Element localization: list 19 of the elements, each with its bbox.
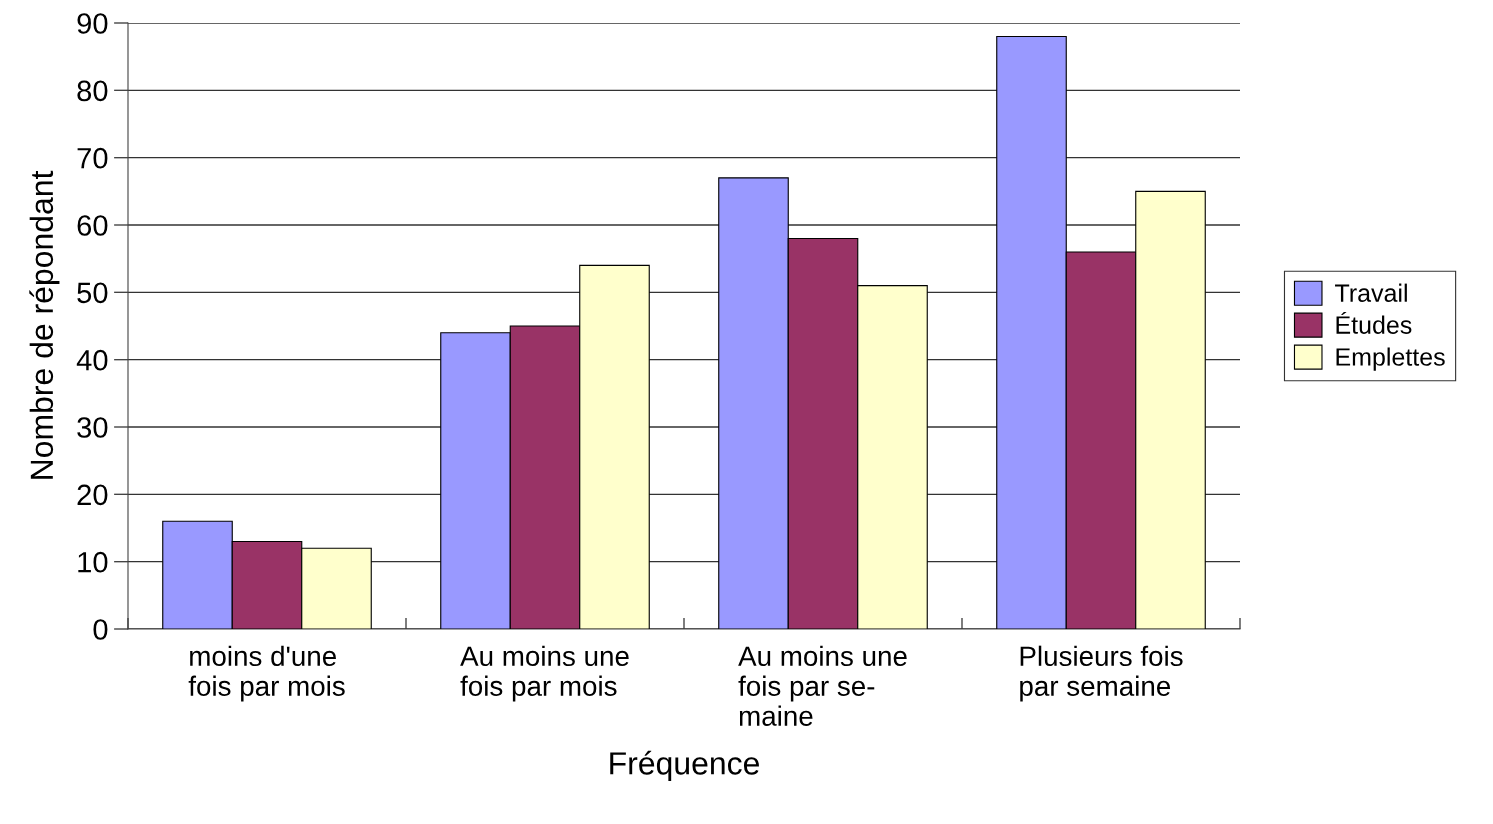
x-axis-title: Fréquence [610,750,759,781]
x-tick-label: moins d'une fois par mois [188,645,345,702]
y-tick-label: 70 [77,147,108,169]
x-tick-label: Au moins une fois par se- maine [738,645,907,726]
y-tick-label: 50 [77,282,108,304]
legend-label: Emplettes [1336,347,1445,371]
y-tick-label: 0 [93,619,108,640]
legend-label: Travail [1335,283,1407,302]
y-tick-label: 10 [78,551,108,573]
y-tick-label: 30 [77,417,108,438]
x-tick-label: Plusieurs fois par semaine [1020,645,1183,702]
y-axis-title: Nombre de répondant [29,170,60,479]
x-tick-label: Au moins une fois par mois [460,645,629,702]
y-tick-label: 60 [77,215,108,236]
y-tick-label: 40 [76,349,108,371]
y-tick-label: 20 [77,484,108,506]
y-tick-label: 80 [77,80,108,102]
y-tick-label: 90 [77,13,108,34]
legend-label: Études [1336,311,1412,334]
